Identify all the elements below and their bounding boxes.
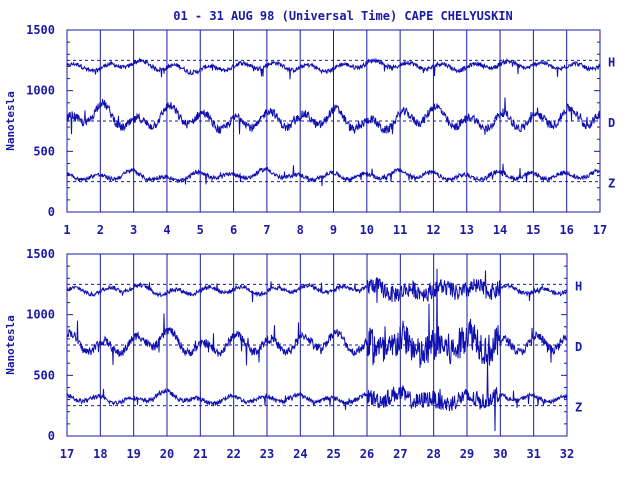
x-tick-label: 14	[493, 223, 507, 237]
x-tick-label: 19	[126, 447, 140, 461]
y-tick-label: 1500	[26, 23, 55, 37]
y-axis-label: Nanotesla	[4, 91, 17, 151]
x-tick-label: 31	[526, 447, 540, 461]
series-trace-d	[66, 97, 601, 135]
x-tick-label: 4	[163, 223, 170, 237]
x-tick-label: 30	[493, 447, 507, 461]
series-trace-z	[66, 357, 568, 432]
y-tick-label: 1000	[26, 308, 55, 322]
y-tick-label: 1500	[26, 247, 55, 261]
x-tick-label: 32	[560, 447, 574, 461]
series-label-d: D	[608, 116, 615, 130]
x-tick-label: 6	[230, 223, 237, 237]
series-label-d: D	[575, 340, 582, 354]
x-tick-label: 18	[93, 447, 107, 461]
y-tick-label: 0	[48, 429, 55, 443]
series-trace-z	[66, 163, 601, 187]
x-tick-label: 17	[60, 447, 74, 461]
x-tick-label: 21	[193, 447, 207, 461]
x-tick-label: 8	[297, 223, 304, 237]
x-tick-label: 22	[226, 447, 240, 461]
x-tick-label: 2	[97, 223, 104, 237]
series-label-h: H	[608, 55, 615, 69]
series-label-z: Z	[608, 177, 615, 191]
x-tick-label: 10	[360, 223, 374, 237]
y-tick-label: 500	[33, 368, 55, 382]
x-tick-label: 3	[130, 223, 137, 237]
x-tick-label: 28	[426, 447, 440, 461]
x-tick-label: 1	[63, 223, 70, 237]
x-tick-label: 7	[263, 223, 270, 237]
x-tick-label: 9	[330, 223, 337, 237]
x-tick-label: 29	[460, 447, 474, 461]
x-tick-label: 11	[393, 223, 407, 237]
x-tick-label: 16	[559, 223, 573, 237]
x-tick-label: 17	[593, 223, 607, 237]
x-tick-label: 13	[460, 223, 474, 237]
x-tick-label: 20	[160, 447, 174, 461]
series-trace-d	[66, 268, 568, 368]
chart-title: 01 - 31 AUG 98 (Universal Time) CAPE CHE…	[173, 9, 513, 23]
series-trace-h	[66, 270, 568, 303]
chart-panel-2: 0 500 1000 1500 17 18 19 20 21 22 23 24 25 26 27 28 29 30…	[4, 247, 582, 461]
y-axis-label: Nanotesla	[4, 315, 17, 375]
x-tick-label: 15	[526, 223, 540, 237]
x-tick-label: 25	[326, 447, 340, 461]
y-tick-label: 500	[33, 144, 55, 158]
y-tick-label: 0	[48, 205, 55, 219]
x-tick-label: 27	[393, 447, 407, 461]
series-trace-h	[66, 57, 601, 80]
x-tick-label: 26	[360, 447, 374, 461]
series-label-h: H	[575, 279, 582, 293]
x-tick-label: 23	[260, 447, 274, 461]
series-label-z: Z	[575, 401, 582, 415]
x-tick-label: 24	[293, 447, 307, 461]
y-tick-label: 1000	[26, 84, 55, 98]
x-tick-label: 12	[426, 223, 440, 237]
x-tick-label: 5	[197, 223, 204, 237]
